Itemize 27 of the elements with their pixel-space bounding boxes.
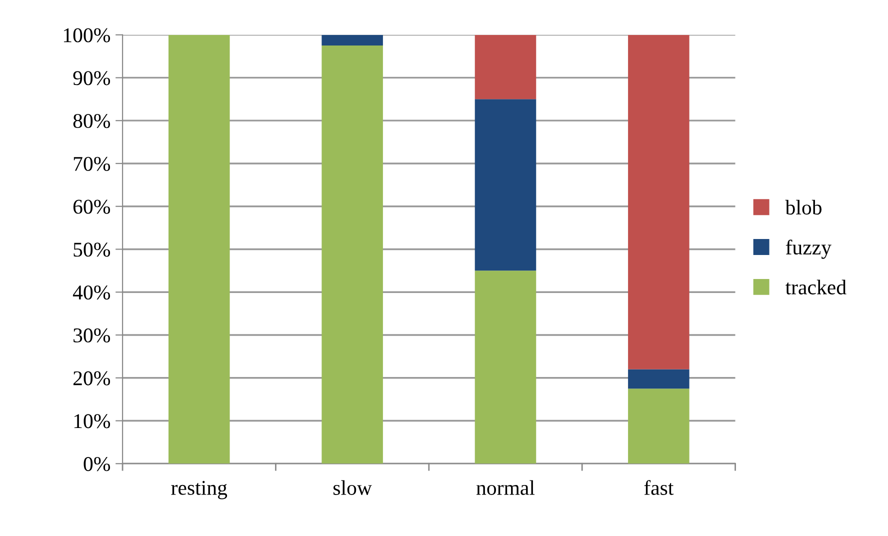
bar (168, 34, 230, 464)
x-tick-label: resting (171, 480, 228, 500)
bar (474, 270, 536, 464)
bar (474, 99, 536, 271)
y-tick-label: 50% (74, 242, 110, 257)
y-tick-label: 60% (73, 200, 110, 214)
legend-label: fuzzy (786, 240, 832, 259)
bar (322, 34, 383, 46)
y-tick-label: 0% (84, 457, 110, 472)
legend-label: tracked (785, 280, 846, 294)
y-tick-label: 10% (74, 414, 110, 428)
y-tick-label: 80% (73, 114, 110, 128)
y-tick-label: 70% (74, 156, 110, 171)
bar (322, 46, 383, 464)
y-tick-label: 90% (73, 71, 110, 86)
bar (628, 369, 690, 389)
bar (474, 34, 536, 100)
y-tick-label: 30% (74, 328, 110, 342)
bar (628, 34, 690, 370)
x-tick-label: slow (333, 480, 372, 495)
legend-label: blob (785, 200, 822, 215)
x-tick-label: fast (644, 480, 674, 495)
y-tick-label: 40% (72, 285, 110, 300)
bar (628, 388, 690, 464)
x-tick-label: normal (476, 480, 535, 495)
y-tick-label: 100% (64, 28, 110, 42)
y-tick-label: 20% (73, 371, 110, 386)
